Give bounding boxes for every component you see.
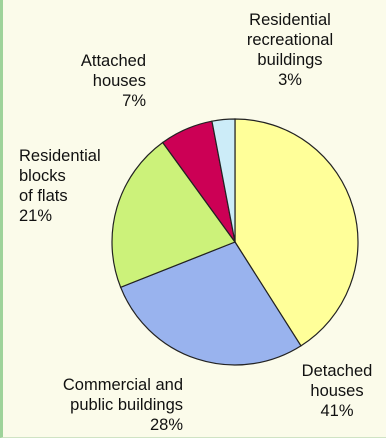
slice-label: Attached houses 7% (81, 52, 146, 110)
slice-label-line: 28% (150, 416, 183, 434)
slice-label-line: Commercial and (63, 376, 183, 394)
slice-label-line: Detached (302, 362, 373, 380)
slice-label-line: houses (93, 72, 146, 90)
pie-chart: Detached houses 41% Commercial and public bu… (19, 11, 372, 434)
slice-label-line: 21% (19, 207, 52, 225)
slice-label-line: Attached (81, 52, 146, 70)
slice-label-line: Residential (249, 11, 331, 29)
pie-slices (111, 118, 359, 366)
slice-label-line: recreational (247, 31, 333, 49)
pie-slice (211, 118, 236, 243)
pie-labels: Detached houses 41% Commercial and public bu… (19, 11, 372, 434)
slice-label-line: buildings (257, 51, 322, 69)
slice-label-line: 7% (122, 92, 146, 110)
slice-label-line: public buildings (70, 396, 183, 414)
slice-label-line: of flats (19, 187, 68, 205)
pie-slice (111, 141, 236, 289)
slice-label-line: houses (310, 382, 363, 400)
pie-slice (234, 118, 359, 347)
slice-label-line: 41% (320, 402, 353, 420)
slice-label: Detached houses 41% (302, 362, 373, 420)
pie-slice (119, 241, 302, 366)
slice-label: Residential recreational buildings 3% (247, 11, 333, 89)
slice-label: Residential blocks of flats 21% (19, 147, 101, 225)
slice-label-line: blocks (19, 167, 66, 185)
slice-label-line: 3% (278, 71, 302, 89)
slice-label: Commercial and public buildings 28% (63, 376, 183, 434)
slice-label-line: Residential (19, 147, 101, 165)
